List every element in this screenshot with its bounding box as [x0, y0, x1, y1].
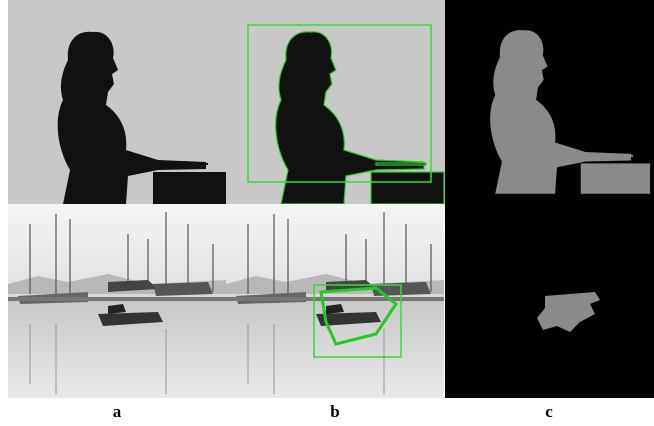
image-c-bottom [445, 204, 654, 398]
image-a-top [8, 0, 226, 205]
image-b-top [226, 0, 445, 205]
label: a [113, 402, 122, 421]
label: c [545, 402, 553, 421]
image-a-bottom [7, 203, 227, 399]
image-c-top [445, 0, 654, 204]
label: b [330, 402, 339, 421]
image-b-bottom [225, 203, 445, 399]
